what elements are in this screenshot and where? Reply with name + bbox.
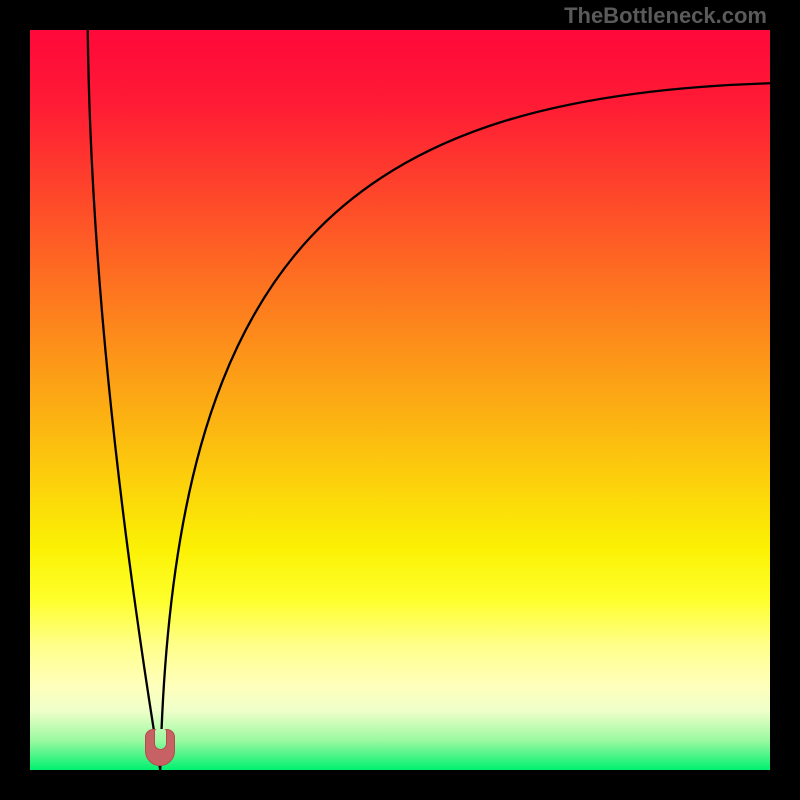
curve-minimum-marker [145,729,175,766]
plot-area [30,30,770,770]
chart-frame: TheBottleneck.com [0,0,800,800]
watermark-text: TheBottleneck.com [564,3,767,29]
bottleneck-curve [30,30,770,770]
curve-minimum-marker-notch [154,729,167,750]
